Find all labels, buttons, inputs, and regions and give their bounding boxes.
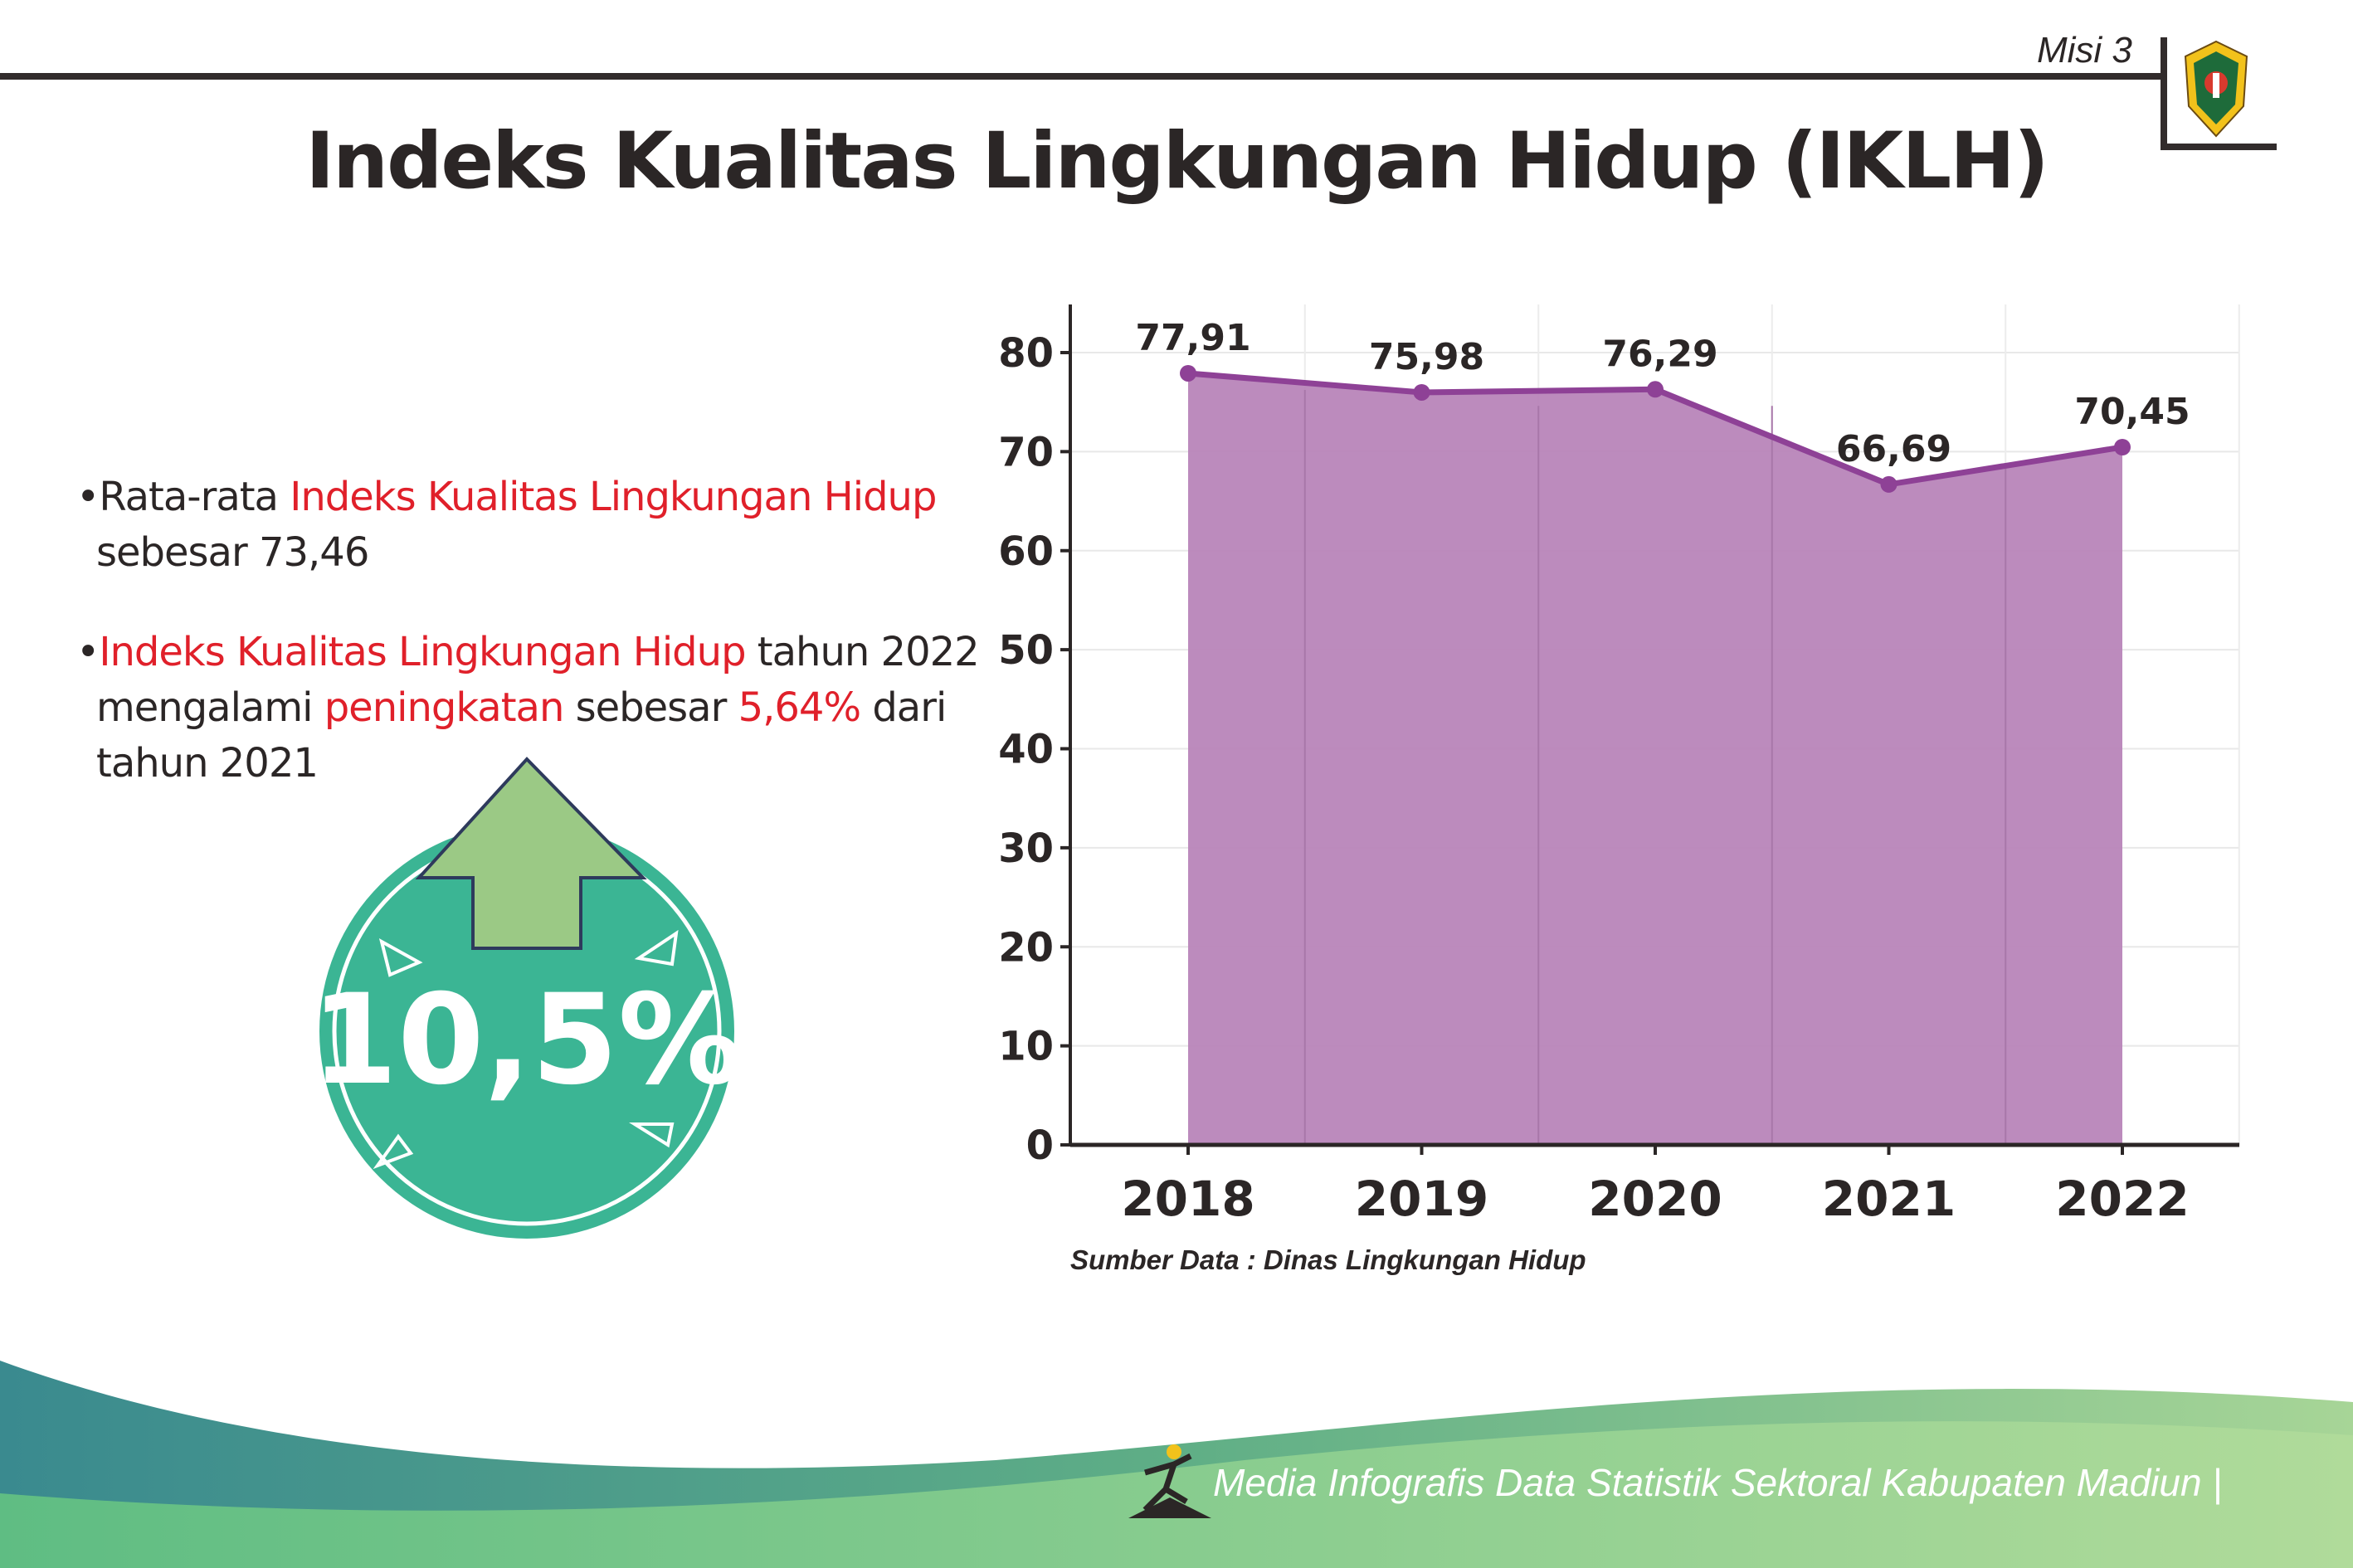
badge-circle xyxy=(319,824,734,1239)
y-tick-label: 40 xyxy=(998,727,1054,773)
bullet: • xyxy=(76,629,100,675)
data-point xyxy=(1413,383,1430,401)
footer-text: Media Infografis Data Statistik Sektoral… xyxy=(1213,1461,2223,1504)
data-point xyxy=(1880,475,1898,493)
y-tick-label: 10 xyxy=(998,1024,1054,1070)
highlight-text: 5,64% xyxy=(738,684,861,731)
text: mengalami xyxy=(96,684,324,731)
data-label: 75,98 xyxy=(1369,336,1484,378)
y-tick-label: 0 xyxy=(1026,1122,1054,1169)
x-tick-label: 2019 xyxy=(1355,1171,1488,1227)
growth-badge: 10,5% xyxy=(311,757,743,1239)
highlight-text: Indeks Kualitas Lingkungan Hidup xyxy=(290,474,937,520)
y-tick-label: 60 xyxy=(998,528,1054,575)
text: tahun 2022 xyxy=(745,629,980,675)
y-tick-label: 80 xyxy=(998,330,1054,377)
data-source: Sumber Data : Dinas Lingkungan Hidup xyxy=(1070,1244,1586,1275)
text: tahun 2021 xyxy=(96,740,319,786)
y-tick-label: 50 xyxy=(998,627,1054,674)
area-fill xyxy=(1188,373,2122,1146)
text: dari xyxy=(860,684,947,731)
header-rule-bottom xyxy=(2161,144,2277,150)
header-rule-vertical xyxy=(2161,37,2167,150)
data-label: 66,69 xyxy=(1836,428,1951,470)
data-label: 76,29 xyxy=(1602,333,1717,375)
y-tick-label: 30 xyxy=(998,825,1054,872)
text: sebesar xyxy=(563,684,738,731)
x-tick-label: 2021 xyxy=(1822,1171,1956,1227)
sparkle-icons xyxy=(373,929,679,1170)
badge-value: 10,5% xyxy=(311,968,743,1113)
text: •Rata-rata xyxy=(76,474,290,520)
y-tick-label: 70 xyxy=(998,429,1054,475)
x-tick-label: 2018 xyxy=(1121,1171,1254,1227)
data-point xyxy=(1647,381,1664,398)
data-label: 70,45 xyxy=(2074,391,2190,433)
highlight-text: peningkatan xyxy=(324,684,565,731)
text: sebesar 73,46 xyxy=(96,529,369,576)
y-tick-label: 20 xyxy=(998,924,1054,971)
kabupaten-madiun-logo xyxy=(2184,40,2248,138)
x-tick-label: 2020 xyxy=(1588,1171,1722,1227)
data-label: 77,91 xyxy=(1135,317,1250,359)
data-point xyxy=(2114,439,2131,456)
runner-logo-icon xyxy=(1128,1444,1211,1518)
summary-bullet-1: •Rata-rata Indeks Kualitas Lingkungan Hi… xyxy=(76,470,937,581)
summary-bullet-2: •Indeks Kualitas Lingkungan Hidup tahun … xyxy=(76,625,980,791)
x-tick-label: 2022 xyxy=(2055,1171,2189,1227)
page-title: Indeks Kualitas Lingkungan Hidup (IKLH) xyxy=(305,116,2049,207)
data-point xyxy=(1180,364,1196,382)
highlight-text: Indeks Kualitas Lingkungan Hidup xyxy=(99,629,746,675)
section-label: Misi 3 xyxy=(2037,30,2132,71)
arrow-up-icon xyxy=(415,757,647,950)
header-rule xyxy=(0,73,2162,80)
